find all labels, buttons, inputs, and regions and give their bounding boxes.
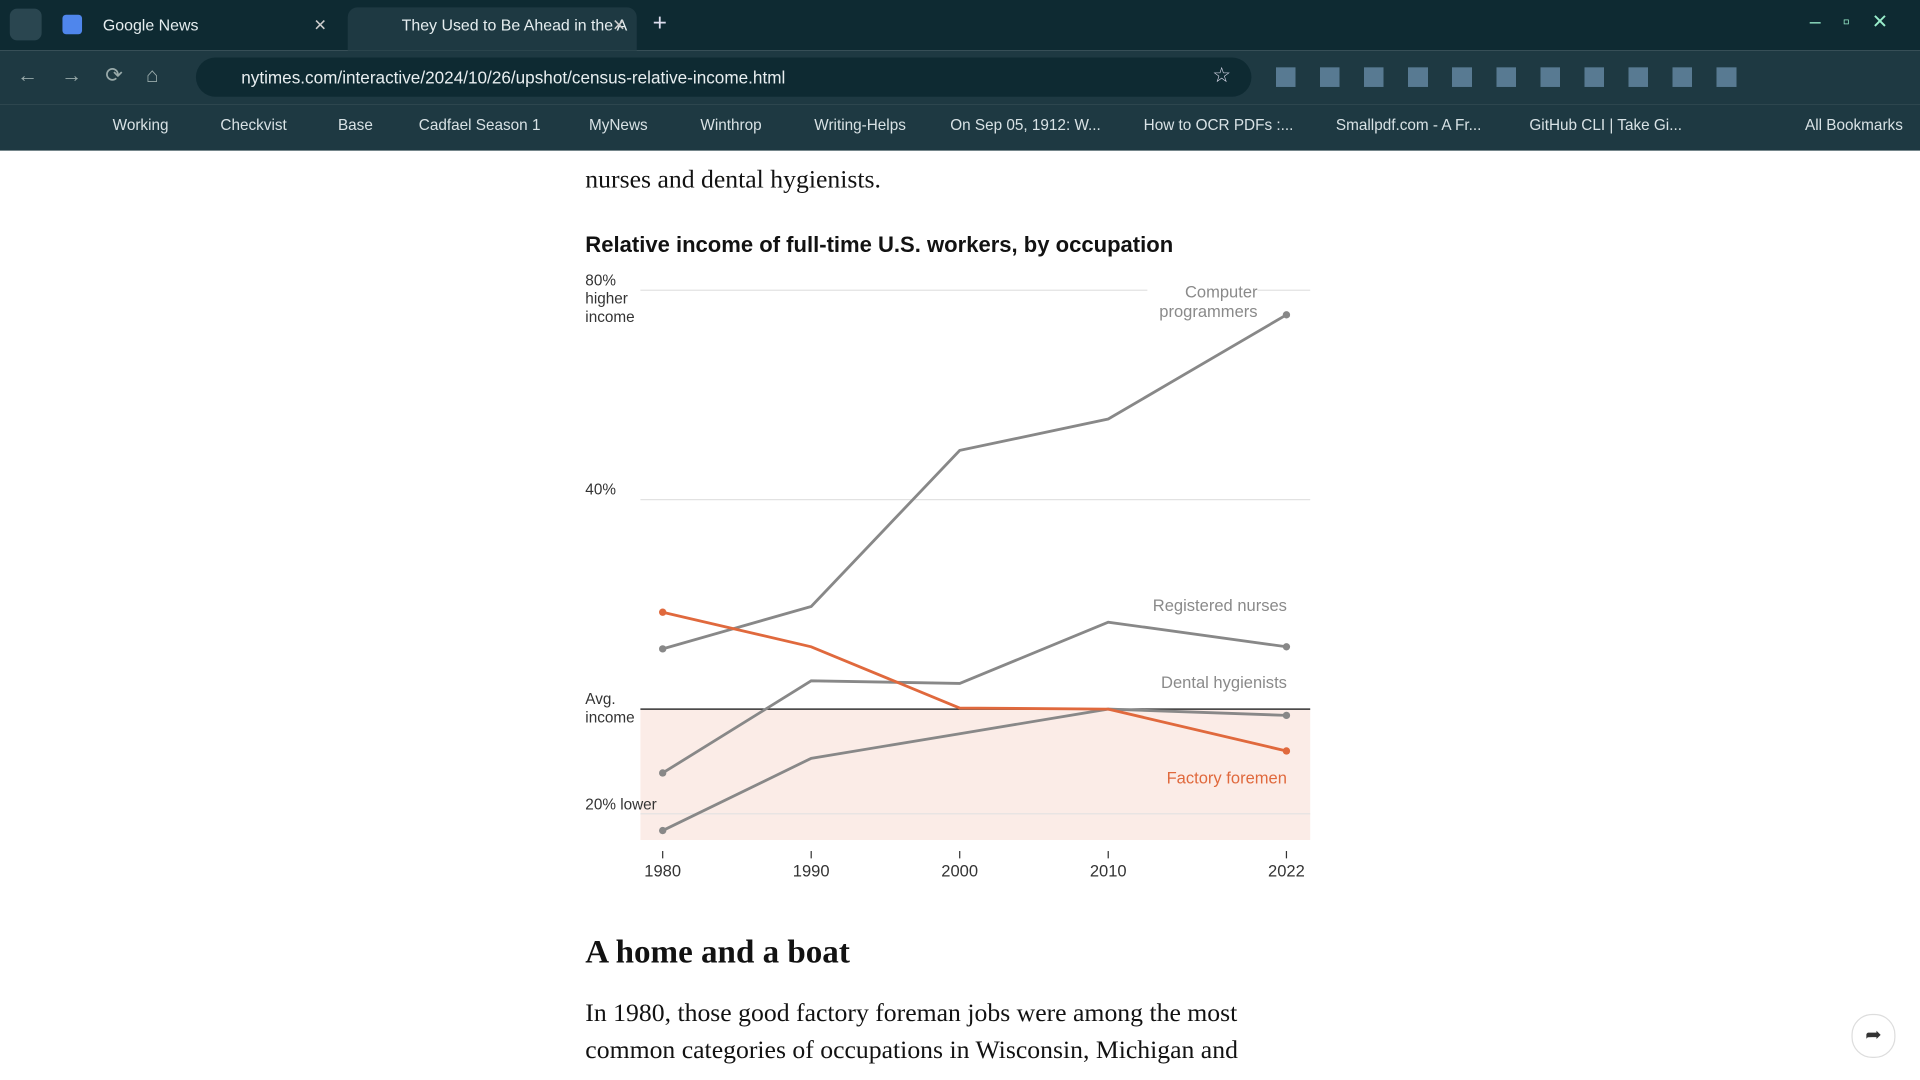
- bookmarks-bar: [0, 104, 1920, 151]
- series-point: [1282, 643, 1291, 651]
- bookmark[interactable]: Base: [337, 116, 373, 134]
- all-bookmarks[interactable]: All Bookmarks: [1805, 116, 1903, 134]
- tab-search[interactable]: [9, 8, 42, 41]
- tab-active[interactable]: They Used to Be Ahead in the A ✕: [347, 7, 637, 51]
- bookmark[interactable]: Winthrop: [700, 116, 762, 134]
- tab-bar: Google News ✕ They Used to Be Ahead in th…: [0, 0, 1920, 51]
- x-tick-label: 2022: [1268, 862, 1305, 881]
- y-tick-label: 20% lower: [585, 795, 657, 813]
- series-label: Dental hygienists: [1161, 673, 1287, 692]
- bookmark-star[interactable]: ☆: [1212, 63, 1231, 87]
- x-tick-label: 1990: [792, 862, 830, 881]
- bookmark[interactable]: Checkvist: [220, 116, 287, 134]
- bookmark[interactable]: GitHub CLI | Take Gi...: [1529, 116, 1682, 134]
- window-controls[interactable]: –▫✕: [1809, 12, 1911, 34]
- bookmark[interactable]: Cadfael Season 1: [418, 116, 541, 134]
- section-heading: A home and a boat: [585, 933, 850, 970]
- extension-icons[interactable]: [1275, 67, 1754, 87]
- share-button[interactable]: ➦: [1851, 1013, 1896, 1058]
- tab-close[interactable]: ✕: [313, 15, 327, 35]
- bookmark[interactable]: MyNews: [588, 116, 648, 134]
- bookmark[interactable]: Writing-Helps: [814, 116, 906, 134]
- y-tick-label: 80% higher income: [585, 271, 635, 326]
- series-label: Factory foremen: [1166, 768, 1287, 788]
- tab-title: Google News: [102, 15, 199, 35]
- bookmark[interactable]: How to OCR PDFs :...: [1143, 116, 1294, 134]
- bookmark[interactable]: Smallpdf.com - A Fr...: [1335, 116, 1482, 134]
- tab-close[interactable]: ✕: [612, 15, 626, 35]
- chart-title: Relative income of full-time U.S. worker…: [585, 232, 1174, 258]
- nav-buttons[interactable]: ←→⟳⌂: [17, 63, 182, 87]
- series-point: [1282, 311, 1291, 319]
- x-tick-label: 2010: [1089, 862, 1127, 881]
- series-point: [659, 826, 667, 835]
- series-line: [661, 620, 1287, 775]
- y-tick-label: 40%: [585, 481, 616, 499]
- series-label: Computer programmers: [1147, 282, 1258, 323]
- series-line: [662, 313, 1288, 651]
- tab[interactable]: Google News ✕: [49, 7, 343, 50]
- series-line: [662, 610, 1287, 753]
- y-tick-label: Avg. income: [585, 690, 635, 727]
- bookmark[interactable]: Working: [112, 116, 169, 134]
- x-tick-label: 1980: [644, 862, 682, 881]
- tab-title: They Used to Be Ahead in the A: [401, 15, 628, 35]
- series-line: [662, 707, 1287, 832]
- series-point: [659, 769, 667, 777]
- series-point: [659, 645, 667, 653]
- article-text: In 1980, those good factory foreman jobs…: [585, 997, 1238, 1065]
- bookmark[interactable]: On Sep 05, 1912: W...: [950, 116, 1101, 134]
- x-tick-label: 2000: [941, 862, 979, 881]
- article-text: nurses and dental hygienists.: [585, 164, 881, 194]
- toolbar: ←→⟳⌂ nytimes.com/interactive/2024/10/26/…: [0, 50, 1920, 105]
- url: nytimes.com/interactive/2024/10/26/upsho…: [241, 67, 786, 87]
- series-point: [659, 608, 667, 616]
- tab-icon: [62, 14, 83, 35]
- series-label: Registered nurses: [1152, 596, 1287, 615]
- new-tab[interactable]: +: [652, 9, 667, 37]
- address-bar[interactable]: nytimes.com/interactive/2024/10/26/upsho…: [195, 57, 1252, 97]
- series-point: [1282, 711, 1291, 720]
- series-point: [1282, 747, 1291, 755]
